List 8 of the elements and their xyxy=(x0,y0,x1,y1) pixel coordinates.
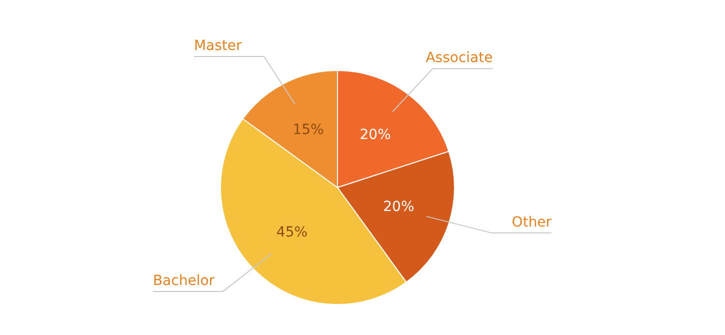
slice-label: Associate xyxy=(426,50,493,66)
data-label: 15% xyxy=(292,122,324,138)
slice-label: Master xyxy=(194,38,242,54)
data-label: 20% xyxy=(383,199,414,216)
data-label: 45% xyxy=(276,224,308,241)
slice-label: Other xyxy=(512,214,552,231)
slice-label: Bachelor xyxy=(152,273,215,290)
data-label: 20% xyxy=(360,127,391,144)
